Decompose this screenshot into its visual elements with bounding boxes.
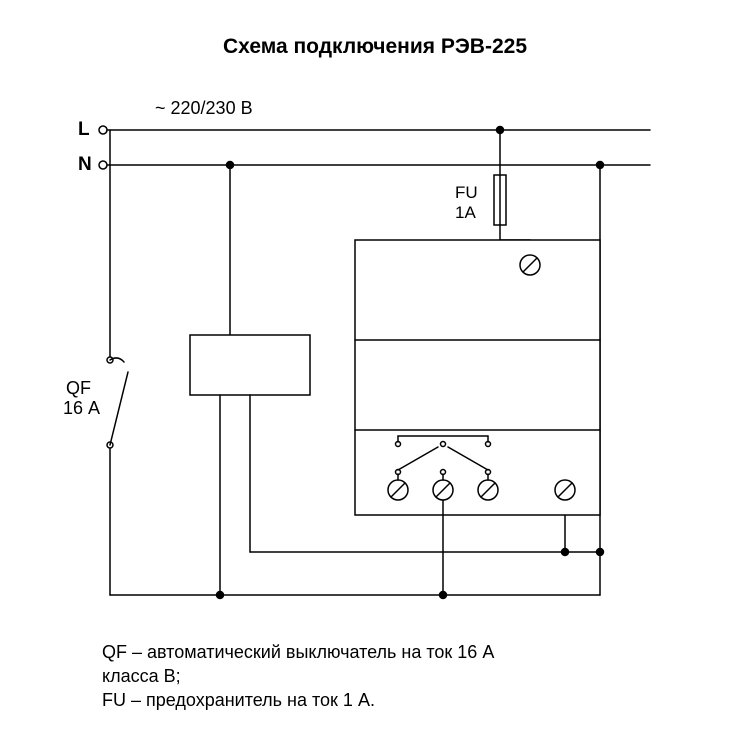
schematic-svg [0,0,750,750]
filled-node [440,592,447,599]
device-box [355,240,600,515]
filled-node [497,127,504,134]
filled-node [597,162,604,169]
schematic-page: Схема подключения РЭВ-225 ~ 220/230 В L … [0,0,750,750]
open-node [99,161,107,169]
filled-node [217,592,224,599]
load-box [190,335,310,395]
open-node [99,126,107,134]
filled-node [227,162,234,169]
breaker-contact [110,372,128,445]
filled-node [597,549,604,556]
